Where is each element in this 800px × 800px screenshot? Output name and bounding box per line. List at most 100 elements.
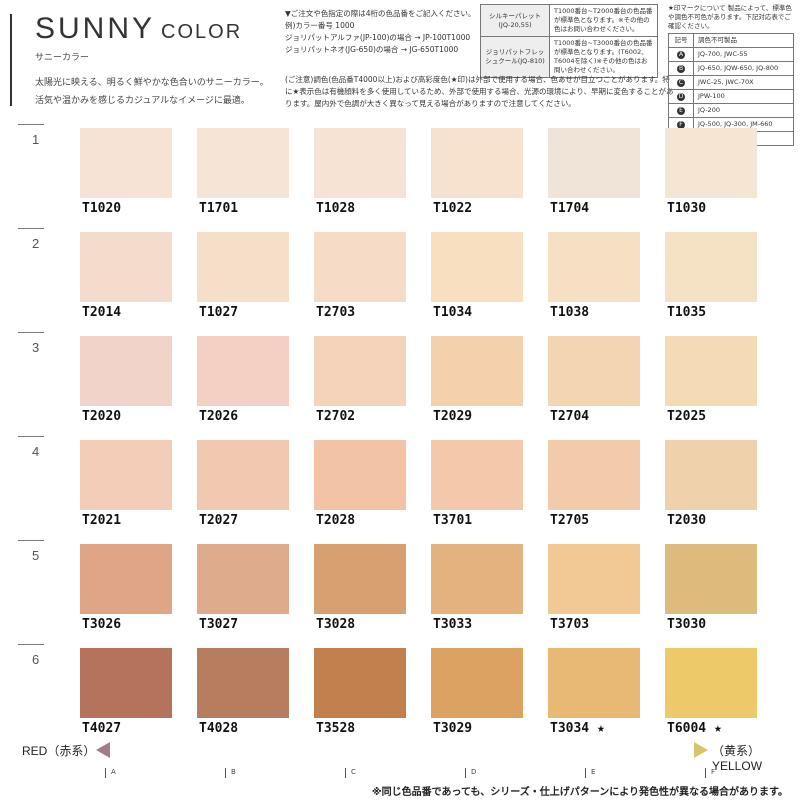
color-code: T3034 ★ <box>550 721 605 736</box>
row-number: 1 <box>32 132 40 147</box>
legend-symbol: C <box>677 79 685 87</box>
legend-note: ★印マークについて 製品によって、標準色や調色不可色があります。下記対応表でご確… <box>668 4 792 30</box>
legend-symbol: D <box>677 93 685 101</box>
color-code: T2020 <box>82 409 122 424</box>
swatch <box>197 544 289 614</box>
color-code: T3027 <box>199 617 239 632</box>
color-code: T3033 <box>433 617 473 632</box>
swatch <box>197 336 289 406</box>
legend-symbol: F <box>677 121 685 129</box>
row-dash <box>18 332 44 333</box>
color-code: T2703 <box>316 305 356 320</box>
color-code: T4027 <box>82 721 122 736</box>
swatch <box>80 232 172 302</box>
color-code: T3528 <box>316 721 356 736</box>
swatch <box>431 440 523 510</box>
swatch <box>548 232 640 302</box>
color-code: T2028 <box>316 513 356 528</box>
color-code: T1020 <box>82 201 122 216</box>
scale-right: （黄系）YELLOW <box>712 744 763 773</box>
cell: ジョリパットフレッシュクール(JQ-810) <box>480 36 550 78</box>
footnote: ※同じ色品番であっても、シリーズ・仕上げパターンにより発色性が異なる場合がありま… <box>371 787 788 798</box>
row-dash <box>18 124 44 125</box>
title-suffix: COLOR <box>161 21 243 43</box>
swatch <box>665 336 757 406</box>
color-code: T2025 <box>667 409 707 424</box>
swatch <box>80 648 172 718</box>
color-code: T3029 <box>433 721 473 736</box>
color-code: T4028 <box>199 721 239 736</box>
color-code: T1038 <box>550 305 590 320</box>
swatch <box>314 440 406 510</box>
column-letter: D <box>471 768 477 776</box>
swatch <box>431 648 523 718</box>
swatch <box>548 336 640 406</box>
column-tick <box>345 768 346 778</box>
column-tick <box>705 768 706 778</box>
column-letter: F <box>711 768 716 776</box>
order-notes: ▼ご注文や色指定の際は4桁の色品番をご記入ください。 例)カラー番号 1000 … <box>285 8 476 56</box>
swatch <box>197 440 289 510</box>
note-line: ジョリパットネオ(JG-650)の場合 → JG-650T1000 <box>285 45 459 54</box>
swatch <box>665 544 757 614</box>
color-code: T3703 <box>550 617 590 632</box>
color-code: T1028 <box>316 201 356 216</box>
note-line: 例)カラー番号 1000 <box>285 21 355 30</box>
column-letter: B <box>231 768 236 776</box>
color-code: T2702 <box>316 409 356 424</box>
legend-row: D JPW-100 <box>668 89 794 104</box>
swatch <box>197 232 289 302</box>
swatch <box>665 128 757 198</box>
color-code: T1704 <box>550 201 590 216</box>
swatch <box>80 336 172 406</box>
color-code: T1027 <box>199 305 239 320</box>
swatch <box>548 648 640 718</box>
column-letter: A <box>111 768 116 776</box>
legend-row: C JWC-25, JWC-70X <box>668 75 794 90</box>
swatch <box>314 336 406 406</box>
legend-symbol: B <box>677 65 685 73</box>
row-dash <box>18 436 44 437</box>
description: 太陽光に映える、明るく鮮やかな色合いのサニーカラー。 活気や温かみを感じるカジュ… <box>35 74 269 110</box>
product-table: シルキーパレット(JQ-20,55) T1000番台~T2000番台の色品番が標準… <box>480 4 658 78</box>
column-tick <box>585 768 586 778</box>
desc-line: 活気や温かみを感じるカジュアルなイメージに最適。 <box>35 96 250 106</box>
scale-left: RED（赤系） <box>22 744 96 758</box>
row-number: 2 <box>32 236 40 251</box>
color-code: T2704 <box>550 409 590 424</box>
swatch <box>548 128 640 198</box>
arrow-head <box>96 742 110 758</box>
swatch <box>314 128 406 198</box>
swatch <box>197 648 289 718</box>
color-code: T3030 <box>667 617 707 632</box>
swatch <box>314 544 406 614</box>
swatch <box>314 648 406 718</box>
color-code: T6004 ★ <box>667 721 722 736</box>
arrow-head <box>694 742 708 758</box>
row-number: 4 <box>32 444 40 459</box>
column-letter: C <box>351 768 356 776</box>
color-code: T1035 <box>667 305 707 320</box>
row-dash <box>18 540 44 541</box>
color-code: T3026 <box>82 617 122 632</box>
color-code: T2026 <box>199 409 239 424</box>
color-code: T2021 <box>82 513 122 528</box>
swatch <box>665 648 757 718</box>
swatch <box>431 544 523 614</box>
swatch <box>548 440 640 510</box>
note-line: ジョリパットアルファ(JP-100)の場合 → JP-100T1000 <box>285 33 471 42</box>
color-code: T1701 <box>199 201 239 216</box>
row-dash <box>18 644 44 645</box>
color-code: T2030 <box>667 513 707 528</box>
cell: T1000番台~T3000番台の色品番が標準色となります。(T6002、T600… <box>549 36 658 78</box>
color-code: T2014 <box>82 305 122 320</box>
accent-bar <box>10 14 12 106</box>
color-code: T3028 <box>316 617 356 632</box>
swatch <box>431 232 523 302</box>
swatch <box>431 128 523 198</box>
title-main: SUNNY <box>35 12 156 45</box>
legend-row: E JQ-200 <box>668 103 794 118</box>
row-number: 6 <box>32 652 40 667</box>
